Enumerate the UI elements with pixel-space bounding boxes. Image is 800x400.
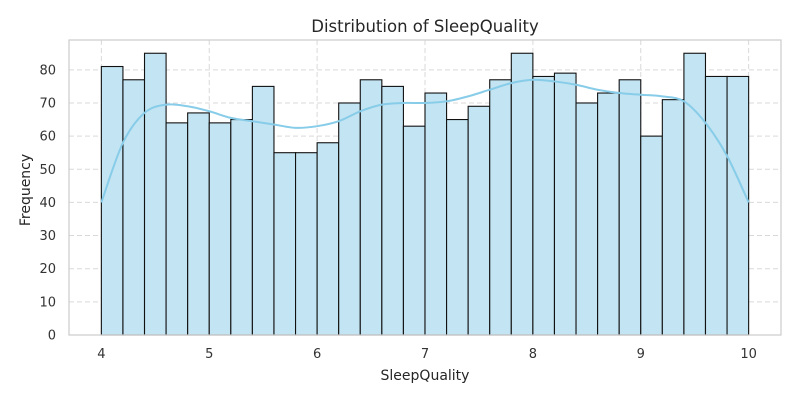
histogram-bar xyxy=(618,79,642,336)
histogram-bar xyxy=(381,85,404,336)
y-tick-labels: 0 10 20 30 40 50 60 70 80 xyxy=(39,63,56,343)
x-axis-label: SleepQuality xyxy=(381,368,470,384)
histogram-bar xyxy=(273,152,297,336)
histogram-bar xyxy=(726,75,750,336)
x-tick-label: 4 xyxy=(97,347,105,362)
x-tick-label: 5 xyxy=(205,347,213,362)
histogram-bar xyxy=(575,102,599,336)
plot-frame xyxy=(68,39,782,336)
histogram-bar xyxy=(661,99,685,336)
histogram-bar xyxy=(338,102,361,336)
x-tick-label: 9 xyxy=(637,347,645,362)
histogram-bar xyxy=(402,125,426,336)
histogram-bar xyxy=(165,122,189,336)
histogram-bar xyxy=(532,75,556,336)
histogram-bar xyxy=(100,65,124,336)
histogram-bar xyxy=(704,75,728,336)
histogram-bar xyxy=(359,79,383,336)
kde-line xyxy=(100,78,750,203)
x-tick-label: 7 xyxy=(421,347,429,362)
x-tick-label: 6 xyxy=(313,347,321,362)
histogram-bar xyxy=(187,112,210,336)
histogram-bar xyxy=(597,92,620,336)
y-tick-label: 40 xyxy=(39,196,56,211)
histogram-bar xyxy=(553,72,577,336)
y-tick-label: 0 xyxy=(48,329,56,344)
y-axis-label: Frequency xyxy=(18,154,34,226)
y-tick-label: 10 xyxy=(39,295,56,310)
histogram-bar xyxy=(683,52,707,336)
histogram-bar xyxy=(640,135,663,336)
y-tick-label: 30 xyxy=(39,229,56,244)
histogram-bar xyxy=(122,79,146,336)
histogram-bar xyxy=(230,119,253,336)
histogram-bar xyxy=(489,79,512,336)
histogram-bar xyxy=(316,142,340,336)
histogram-bar xyxy=(424,92,448,336)
histogram-bar xyxy=(208,122,232,336)
y-tick-label: 20 xyxy=(39,262,56,277)
x-tick-label: 8 xyxy=(529,347,537,362)
y-tick-label: 60 xyxy=(39,130,56,145)
histogram-bar xyxy=(510,52,534,336)
y-tick-label: 80 xyxy=(39,63,56,78)
histogram-bar xyxy=(446,119,469,336)
histogram-bar xyxy=(467,105,491,336)
y-tick-label: 50 xyxy=(39,163,56,178)
x-tick-label: 10 xyxy=(740,347,757,362)
histogram-bar xyxy=(143,52,167,336)
bars-layer xyxy=(100,52,750,336)
x-tick-labels: 4 5 6 7 8 9 10 xyxy=(97,347,757,362)
histogram-bar xyxy=(294,152,318,336)
y-tick-label: 70 xyxy=(39,96,56,111)
chart-title: Distribution of SleepQuality xyxy=(311,17,539,36)
